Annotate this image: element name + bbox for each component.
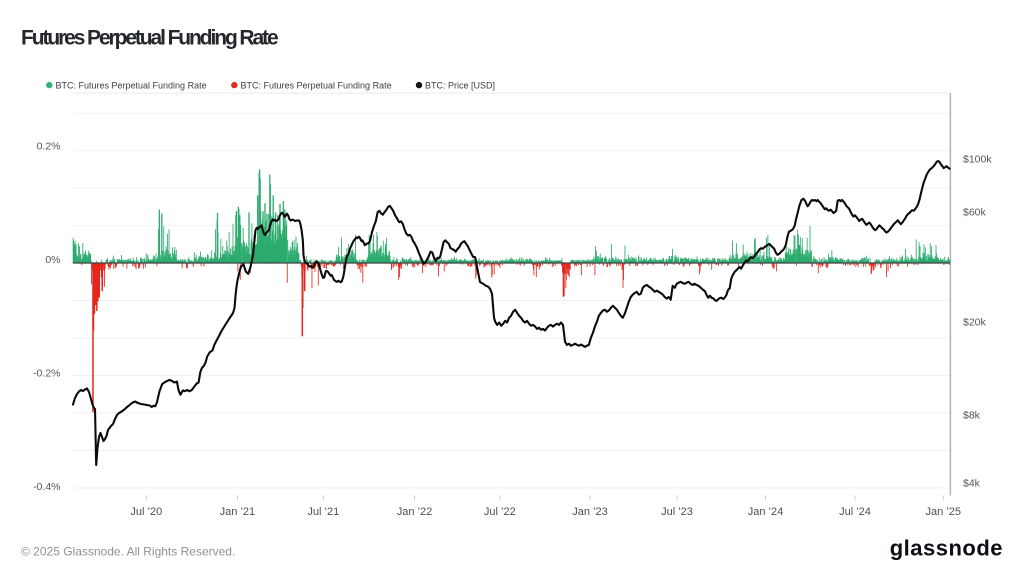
svg-text:$8k: $8k — [963, 410, 981, 422]
svg-text:Jan ’21: Jan ’21 — [220, 506, 255, 518]
svg-text:0%: 0% — [45, 254, 60, 266]
svg-text:Jan ’22: Jan ’22 — [397, 506, 432, 518]
svg-text:Jul ’21: Jul ’21 — [307, 506, 339, 518]
svg-text:glassnode: glassnode — [890, 536, 1003, 561]
svg-text:Jan ’25: Jan ’25 — [926, 506, 961, 518]
svg-text:Jul ’23: Jul ’23 — [661, 506, 693, 518]
svg-text:$20k: $20k — [963, 317, 987, 329]
svg-text:-0.4%: -0.4% — [33, 481, 60, 493]
svg-text:$100k: $100k — [963, 154, 992, 166]
svg-text:Futures Perpetual Funding Rate: Futures Perpetual Funding Rate — [21, 27, 278, 50]
svg-text:Jul ’22: Jul ’22 — [484, 506, 516, 518]
svg-text:Jan ’24: Jan ’24 — [748, 506, 783, 518]
svg-text:BTC: Price [USD]: BTC: Price [USD] — [425, 80, 495, 90]
svg-text:BTC: Futures Perpetual Funding: BTC: Futures Perpetual Funding Rate — [241, 80, 392, 90]
svg-text:© 2025 Glassnode. All Rights R: © 2025 Glassnode. All Rights Reserved. — [21, 545, 235, 559]
svg-text:Jul ’24: Jul ’24 — [839, 506, 871, 518]
svg-text:0.2%: 0.2% — [37, 141, 61, 153]
svg-text:BTC: Futures Perpetual Funding: BTC: Futures Perpetual Funding Rate — [56, 80, 207, 90]
svg-text:$4k: $4k — [963, 478, 981, 490]
svg-text:Jul ’20: Jul ’20 — [130, 506, 162, 518]
svg-text:Jan ’23: Jan ’23 — [572, 506, 607, 518]
svg-text:-0.2%: -0.2% — [33, 367, 60, 379]
svg-text:$60k: $60k — [963, 207, 987, 219]
